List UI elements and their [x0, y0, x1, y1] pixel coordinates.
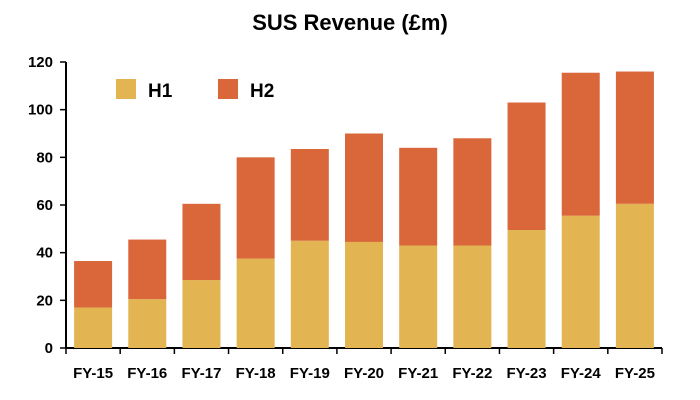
bar-h2-fy-25	[615, 71, 654, 204]
legend-label-h1: H1	[148, 81, 173, 102]
y-tick-label: 60	[36, 197, 53, 214]
x-tick-label: FY-23	[507, 365, 547, 382]
bar-h2-fy-19	[290, 148, 329, 241]
bar-h2-fy-22	[453, 138, 492, 246]
bars	[74, 71, 654, 348]
bar-h2-fy-16	[128, 239, 167, 300]
bar-h2-fy-15	[74, 261, 113, 308]
x-tick-label: FY-17	[181, 365, 221, 382]
bar-h1-fy-18	[236, 258, 275, 348]
bar-h1-fy-20	[345, 241, 383, 348]
y-tick-label: 20	[36, 292, 53, 309]
y-tick-label: 100	[28, 102, 53, 119]
x-tick-label: FY-16	[127, 365, 167, 382]
bar-h1-fy-16	[128, 299, 167, 348]
x-tick-label: FY-15	[73, 365, 113, 382]
legend-swatch-h1	[116, 79, 136, 99]
bar-h2-fy-18	[236, 157, 275, 259]
bar-h2-fy-17	[182, 203, 221, 281]
x-tick-label: FY-18	[236, 365, 276, 382]
x-tick-label: FY-24	[561, 365, 602, 382]
bar-h1-fy-24	[561, 215, 600, 348]
x-tick-label: FY-19	[290, 365, 330, 382]
bar-h2-fy-24	[561, 72, 600, 216]
bar-h1-fy-25	[615, 203, 654, 348]
bar-h1-fy-15	[74, 307, 113, 348]
chart-title: SUS Revenue (£m)	[252, 10, 448, 35]
bar-h1-fy-21	[399, 245, 438, 348]
legend: H1 H2	[116, 79, 274, 102]
y-tick-label: 40	[36, 245, 53, 262]
bar-h2-fy-20	[345, 133, 383, 242]
y-tick-label: 120	[28, 54, 53, 71]
x-tick-label: FY-20	[344, 365, 384, 382]
legend-label-h2: H2	[250, 81, 274, 102]
bar-h2-fy-21	[399, 147, 438, 246]
bar-h1-fy-23	[507, 230, 546, 348]
y-tick-label: 0	[45, 340, 53, 357]
legend-swatch-h2	[218, 79, 238, 99]
bar-h1-fy-22	[453, 245, 492, 348]
x-tick-label: FY-21	[398, 365, 438, 382]
x-axis: FY-15 FY-16 FY-17 FY-18 FY-19 FY-20 FY-21 FY-22…	[65, 347, 663, 382]
bar-h1-fy-19	[290, 240, 329, 348]
y-axis: 0 20 40 60 80 100 120	[28, 54, 67, 357]
y-tick-label: 80	[36, 149, 53, 166]
bar-h1-fy-17	[182, 280, 221, 348]
x-tick-label: FY-22	[452, 365, 492, 382]
bar-h2-fy-23	[507, 102, 546, 231]
x-tick-label: FY-25	[615, 365, 655, 382]
